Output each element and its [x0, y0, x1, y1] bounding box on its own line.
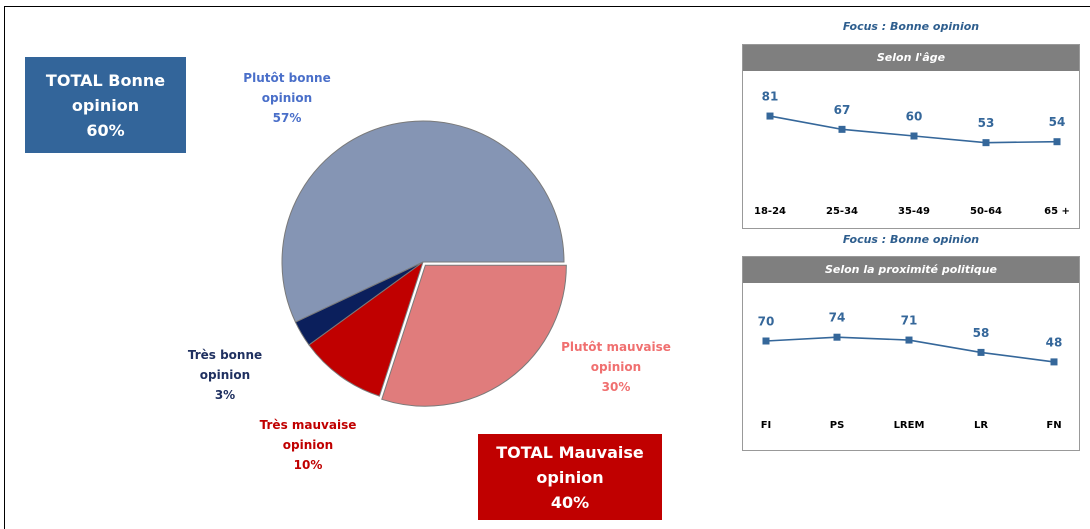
total-box: TOTAL Mauvaise opinion 40%: [478, 434, 662, 520]
marker: [838, 125, 846, 133]
marker: [982, 139, 990, 147]
marker: [977, 348, 985, 356]
x-tick-label: LR: [974, 420, 988, 431]
x-tick-label: 35-49: [898, 206, 930, 217]
value-label: 60: [906, 110, 923, 124]
slice-name: Très mauvaise opinion: [259, 418, 357, 452]
panel-header: Selon la proximité politique: [743, 257, 1079, 283]
x-tick-label: PS: [830, 420, 845, 431]
frame: [4, 6, 1090, 529]
slice-label: Très mauvaise opinion 10%: [248, 415, 368, 475]
marker: [766, 112, 774, 120]
x-tick-label: 65 +: [1044, 206, 1070, 217]
x-tick-label: 25-34: [826, 206, 858, 217]
panel-header: Selon l'âge: [743, 45, 1079, 71]
focus-title: Focus : Bonne opinion: [842, 20, 980, 33]
total-label: TOTAL Bonne opinion: [45, 70, 166, 115]
slice-value: 10%: [293, 458, 323, 472]
slice-label: Très bonne opinion 3%: [180, 345, 270, 405]
panel: Selon la proximité politique: [742, 256, 1080, 451]
value-label: 58: [973, 326, 990, 340]
value-label: 71: [901, 314, 918, 328]
marker: [833, 333, 841, 341]
value-label: 54: [1049, 115, 1066, 129]
slice-name: Très bonne opinion: [187, 348, 263, 382]
total-value: 60%: [86, 120, 125, 140]
slice-value: 30%: [601, 380, 631, 394]
x-tick-label: LREM: [894, 420, 925, 431]
pie-slice: [281, 120, 565, 323]
total-label: TOTAL Mauvaise opinion: [496, 442, 644, 487]
value-label: 48: [1046, 335, 1063, 349]
value-label: 53: [978, 116, 995, 130]
x-tick-label: 50-64: [970, 206, 1002, 217]
slice-value: 57%: [272, 111, 302, 125]
slice-value: 3%: [214, 388, 236, 402]
value-label: 67: [834, 103, 851, 117]
x-tick-label: FN: [1046, 420, 1061, 431]
slice-label: Plutôt mauvaise opinion 30%: [551, 337, 681, 397]
value-label: 70: [758, 315, 775, 329]
x-tick-label: 18-24: [754, 206, 786, 217]
marker: [1050, 358, 1058, 366]
value-label: 74: [829, 311, 846, 325]
slice-name: Plutôt mauvaise opinion: [561, 340, 671, 374]
value-label: 81: [762, 90, 779, 104]
total-value: 40%: [550, 492, 590, 512]
marker: [1053, 138, 1061, 146]
marker: [905, 336, 913, 344]
marker: [762, 337, 770, 345]
total-box: TOTAL Bonne opinion 60%: [25, 57, 186, 153]
slice-label: Plutôt bonne opinion 57%: [232, 68, 342, 128]
pie-slice: [308, 260, 424, 397]
slice-name: Plutôt bonne opinion: [243, 71, 331, 105]
marker: [910, 132, 918, 140]
focus-title: Focus : Bonne opinion: [842, 233, 980, 246]
pie-slice: [381, 264, 567, 407]
x-tick-label: FI: [761, 420, 772, 431]
